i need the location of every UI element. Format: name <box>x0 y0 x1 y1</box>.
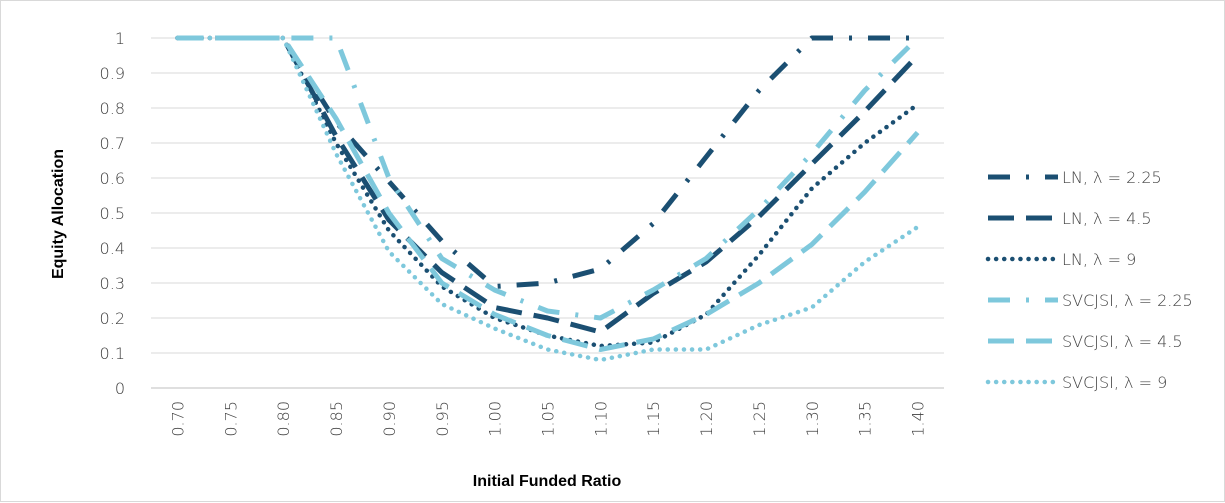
x-tick-label: 1.35 <box>856 401 875 437</box>
x-axis-title: Initial Funded Ratio <box>473 473 622 490</box>
y-tick-label: 0.6 <box>100 169 125 188</box>
series-line <box>175 35 920 363</box>
y-tick-label: 0.7 <box>100 134 125 153</box>
y-tick-label: 0.5 <box>100 204 125 223</box>
series-line <box>177 35 920 352</box>
y-tick-label: 0.8 <box>100 99 125 118</box>
legend-label: SVCJSI, λ = 2.25 <box>1062 291 1193 310</box>
series-line <box>177 35 920 321</box>
legend: LN, λ = 2.25 LN, λ = 4.5 LN, λ = 9 SVCJSI, … <box>985 168 1193 392</box>
x-tick-label: 1.00 <box>486 401 505 437</box>
x-tick-label: 0.85 <box>327 401 346 437</box>
x-tick-label: 1.20 <box>697 401 716 437</box>
y-tick-label: 0.3 <box>100 274 125 293</box>
x-tick-label: 1.40 <box>909 401 928 437</box>
series-line <box>177 35 920 335</box>
y-tick-label: 0.4 <box>100 239 125 258</box>
x-tick-label: 1.30 <box>803 401 822 437</box>
legend-label: SVCJSI, λ = 4.5 <box>1062 332 1183 351</box>
y-axis-ticks: 0 0.1 0.2 0.3 0.4 0.5 0.6 0.7 0.8 0.9 1 <box>100 29 125 398</box>
y-tick-label: 0.9 <box>100 64 125 83</box>
x-tick-label: 1.05 <box>539 401 558 437</box>
y-tick-label: 1 <box>115 29 125 48</box>
x-tick-label: 0.80 <box>274 401 293 437</box>
legend-label: LN, λ = 4.5 <box>1062 209 1152 228</box>
x-tick-label: 1.25 <box>750 401 769 437</box>
x-tick-label: 0.70 <box>168 401 187 437</box>
x-tick-label: 0.90 <box>380 401 399 437</box>
x-tick-label: 1.15 <box>644 401 663 437</box>
x-tick-label: 0.95 <box>433 401 452 437</box>
x-tick-label: 1.10 <box>591 401 610 437</box>
y-tick-label: 0.1 <box>100 344 125 363</box>
series-line <box>175 35 920 349</box>
y-axis-title: Equity Allocation <box>50 149 67 279</box>
legend-label: SVCJSI, λ = 9 <box>1062 373 1167 392</box>
legend-label: LN, λ = 9 <box>1062 250 1136 269</box>
series-lines <box>175 35 920 363</box>
y-tick-label: 0.2 <box>100 309 125 328</box>
legend-label: LN, λ = 2.25 <box>1062 168 1162 187</box>
x-axis-ticks: 0.70 0.75 0.80 0.85 0.90 0.95 1.00 1.05 1.10 1.15… <box>168 401 927 437</box>
x-tick-label: 0.75 <box>221 401 240 437</box>
y-tick-label: 0 <box>115 379 125 398</box>
